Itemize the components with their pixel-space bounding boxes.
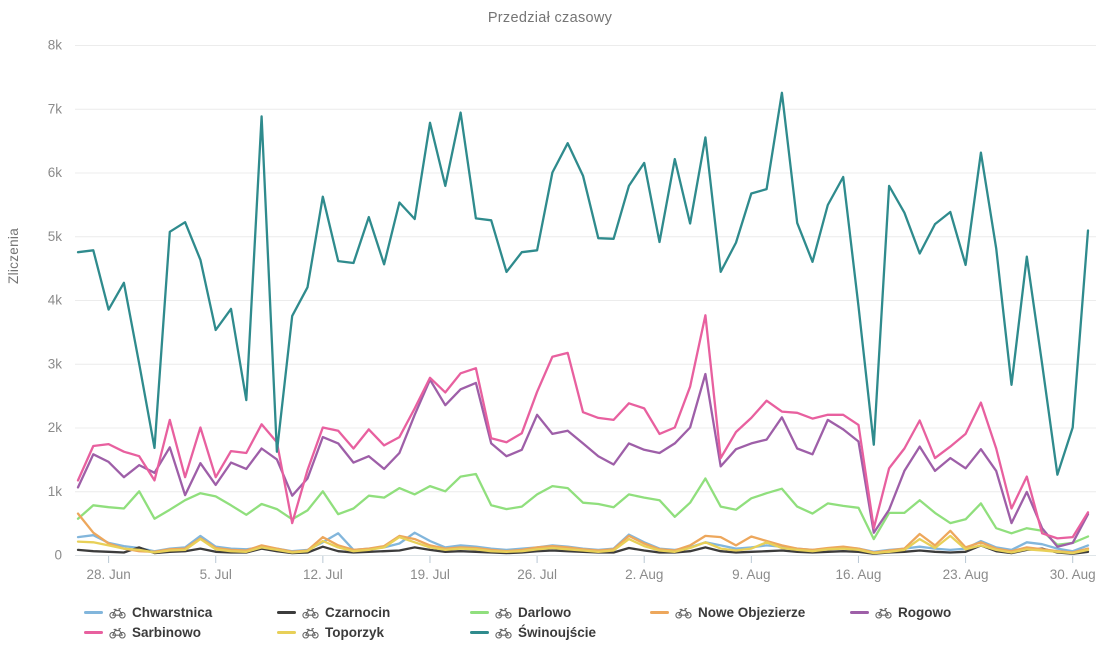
- legend-swatch: [470, 610, 489, 615]
- legend-label: Nowe Objezierze: [698, 605, 806, 620]
- x-tick-label: 16. Aug: [836, 567, 882, 582]
- x-tick-label: 26. Jul: [517, 567, 557, 582]
- series-line-toporzyk[interactable]: [76, 534, 1090, 555]
- legend-label: Sarbinowo: [132, 625, 202, 640]
- legend-item-rogowo[interactable]: Rogowo: [850, 605, 1050, 620]
- legend-swatch: [650, 610, 669, 615]
- x-tick-label: 28. Jun: [86, 567, 130, 582]
- bicycle-icon: [302, 608, 319, 619]
- series-line-świnoujście[interactable]: [76, 91, 1090, 476]
- y-tick-label: 0: [54, 548, 62, 563]
- y-tick-label: 2k: [48, 420, 63, 435]
- legend-label: Darlowo: [518, 605, 572, 620]
- y-tick-label: 5k: [48, 229, 63, 244]
- legend-item-świnoujście[interactable]: Świnoujście: [470, 625, 650, 640]
- legend-item-darlowo[interactable]: Darlowo: [470, 605, 650, 620]
- legend-label: Czarnocin: [325, 605, 391, 620]
- legend-item-czarnocin[interactable]: Czarnocin: [277, 605, 470, 620]
- y-tick-label: 7k: [48, 101, 63, 116]
- series-line-darlowo[interactable]: [76, 472, 1090, 546]
- x-tick-label: 9. Aug: [732, 567, 770, 582]
- x-tick-label: 12. Jul: [303, 567, 343, 582]
- chart-title: Przedział czasowy: [487, 10, 613, 26]
- x-tick-label: 30. Aug: [1050, 567, 1096, 582]
- series-line-rogowo[interactable]: [76, 372, 1090, 548]
- y-tick-label: 8k: [48, 38, 63, 53]
- x-tick-label: 19. Jul: [410, 567, 450, 582]
- legend-swatch: [470, 630, 489, 635]
- bicycle-icon: [302, 628, 319, 639]
- legend-swatch: [277, 630, 296, 635]
- legend-item-chwarstnica[interactable]: Chwarstnica: [84, 605, 277, 620]
- bicycle-icon: [495, 628, 512, 639]
- y-tick-label: 4k: [48, 293, 63, 308]
- legend-label: Chwarstnica: [132, 605, 213, 620]
- y-tick-label: 1k: [48, 484, 63, 499]
- chart-legend: Chwarstnica Czarnocin Darlowo Nowe Objezier…: [84, 603, 1094, 642]
- legend-item-sarbinowo[interactable]: Sarbinowo: [84, 625, 277, 640]
- bicycle-icon: [109, 608, 126, 619]
- legend-swatch: [277, 610, 296, 615]
- series-line-nowe-objezierze[interactable]: [76, 512, 1090, 554]
- legend-label: Rogowo: [898, 605, 952, 620]
- series-line-sarbinowo[interactable]: [76, 314, 1090, 540]
- legend-swatch: [850, 610, 869, 615]
- x-tick-label: 5. Jul: [200, 567, 232, 582]
- legend-item-nowe-objezierze[interactable]: Nowe Objezierze: [650, 605, 850, 620]
- bicycle-icon: [675, 608, 692, 619]
- bicycle-icon: [109, 628, 126, 639]
- y-tick-label: 6k: [48, 165, 63, 180]
- legend-label: Toporzyk: [325, 625, 385, 640]
- x-tick-label: 2. Aug: [625, 567, 663, 582]
- legend-label: Świnoujście: [518, 625, 597, 640]
- bicycle-icon: [875, 608, 892, 619]
- legend-swatch: [84, 610, 103, 615]
- chart-plot-area[interactable]: 0 1k 2k 3k 4k 5k 6k 7k 8k 28. Jun 5. Jul 12. Jul 19.…: [0, 0, 1100, 592]
- bicycle-icon: [495, 608, 512, 619]
- x-tick-label: 23. Aug: [943, 567, 989, 582]
- y-tick-label: 3k: [48, 356, 63, 371]
- legend-swatch: [84, 630, 103, 635]
- legend-item-toporzyk[interactable]: Toporzyk: [277, 625, 470, 640]
